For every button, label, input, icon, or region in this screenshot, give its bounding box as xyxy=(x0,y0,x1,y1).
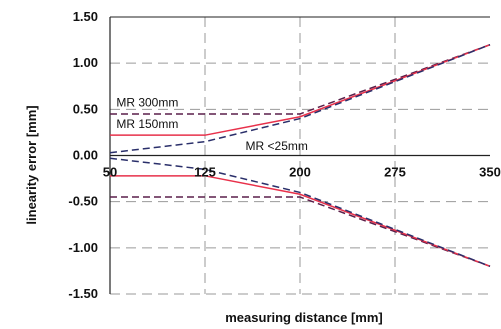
annotations: MR 300mm MR 150mm MR <25mm xyxy=(116,96,308,153)
series-annotation-0: MR 300mm xyxy=(116,96,178,110)
x-tick-label: 275 xyxy=(384,165,406,180)
axes xyxy=(109,16,490,294)
series-line-0-upper xyxy=(110,43,491,115)
y-tick-label: -1.00 xyxy=(68,240,98,255)
x-tick-label: 200 xyxy=(289,165,311,180)
x-axis-label: measuring distance [mm] xyxy=(225,310,383,325)
y-tick-label: -0.50 xyxy=(68,194,98,209)
series-line-2-upper xyxy=(109,44,491,154)
x-tick-label: 350 xyxy=(479,165,501,180)
x-tick-label: 125 xyxy=(194,165,216,180)
series-annotation-2: MR <25mm xyxy=(246,139,308,153)
y-axis-label: linearity error [mm] xyxy=(24,105,39,224)
series-line-0-lower xyxy=(110,196,491,268)
x-tick-label: 50 xyxy=(103,165,117,180)
series-annotation-1: MR 150mm xyxy=(116,117,178,131)
series-line-1-lower xyxy=(110,175,491,268)
y-tick-label: 1.50 xyxy=(73,9,98,24)
series-line-1-upper xyxy=(110,43,491,136)
y-tick-label: 0.00 xyxy=(73,148,98,163)
series-layer xyxy=(109,43,491,268)
y-tick-label: 0.50 xyxy=(73,101,98,116)
series-line-2-lower xyxy=(109,157,491,267)
y-tick-label: 1.00 xyxy=(73,55,98,70)
grid-lines xyxy=(110,17,490,295)
y-tick-label: -1.50 xyxy=(68,286,98,301)
tick-labels: 1.50 1.00 0.50 0.00 -0.50 -1.00 -1.50 50 125 200 2… xyxy=(68,9,500,301)
